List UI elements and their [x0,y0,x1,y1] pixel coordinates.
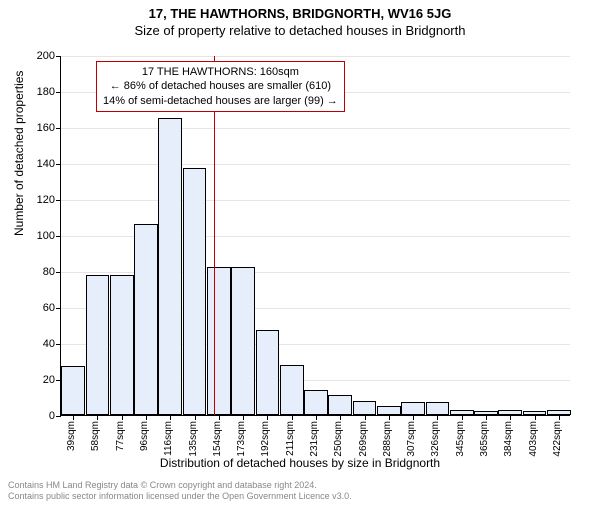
xtick-label: 365sqm [479,421,490,457]
xtick-label: 345sqm [455,421,466,457]
xtick-mark [73,415,74,420]
xtick-mark [340,415,341,420]
ytick-mark [56,344,61,345]
ytick-label: 40 [43,338,55,350]
xtick-mark [195,415,196,420]
histogram-bar [377,406,401,415]
footer-line-2: Contains public sector information licen… [8,491,352,502]
chart-title-main: 17, THE HAWTHORNS, BRIDGNORTH, WV16 5JG [0,6,600,21]
histogram-bar [401,402,425,415]
xtick-mark [365,415,366,420]
ytick-label: 100 [37,230,55,242]
xtick-mark [559,415,560,420]
xtick-label: 326sqm [430,421,441,457]
xtick-label: 269sqm [358,421,369,457]
xtick-label: 192sqm [260,421,271,457]
xtick-mark [146,415,147,420]
gridline-h [61,56,570,57]
histogram-bar [207,267,231,415]
xtick-label: 77sqm [115,421,126,451]
x-axis-label: Distribution of detached houses by size … [0,456,600,470]
xtick-label: 307sqm [406,421,417,457]
xtick-mark [462,415,463,420]
ytick-label: 20 [43,374,55,386]
xtick-label: 403sqm [528,421,539,457]
xtick-label: 116sqm [163,421,174,456]
xtick-label: 288sqm [382,421,393,457]
histogram-bar [353,401,377,415]
chart-title-sub: Size of property relative to detached ho… [0,23,600,38]
xtick-label: 422sqm [552,421,563,457]
gridline-h [61,128,570,129]
info-box: 17 THE HAWTHORNS: 160sqm← 86% of detache… [96,61,345,112]
xtick-mark [437,415,438,420]
info-line-3: 14% of semi-detached houses are larger (… [103,94,338,108]
xtick-mark [267,415,268,420]
info-line-1: 17 THE HAWTHORNS: 160sqm [103,65,338,79]
gridline-h [61,200,570,201]
histogram-bar [134,224,158,415]
histogram-bar [256,330,280,415]
ytick-label: 140 [37,158,55,170]
ytick-mark [56,236,61,237]
ytick-mark [56,92,61,93]
histogram-bar [231,267,255,415]
xtick-label: 135sqm [188,421,199,457]
ytick-label: 120 [37,194,55,206]
xtick-label: 173sqm [236,421,247,457]
ytick-label: 200 [37,50,55,62]
ytick-mark [56,128,61,129]
xtick-mark [170,415,171,420]
xtick-label: 58sqm [90,421,101,451]
histogram-bar [110,275,134,415]
histogram-bar [328,395,352,415]
ytick-mark [56,416,61,417]
footer-attribution: Contains HM Land Registry data © Crown c… [8,480,352,503]
ytick-label: 60 [43,302,55,314]
ytick-mark [56,272,61,273]
xtick-mark [219,415,220,420]
xtick-mark [535,415,536,420]
xtick-mark [122,415,123,420]
xtick-mark [316,415,317,420]
xtick-mark [97,415,98,420]
xtick-label: 96sqm [139,421,150,451]
ytick-label: 0 [49,410,55,422]
histogram-bar [426,402,450,415]
histogram-bar [183,168,207,415]
xtick-mark [510,415,511,420]
xtick-label: 250sqm [333,421,344,457]
histogram-bar [61,366,85,415]
gridline-h [61,164,570,165]
histogram-bar [280,365,304,415]
xtick-mark [413,415,414,420]
info-line-2: ← 86% of detached houses are smaller (61… [103,79,338,93]
xtick-label: 231sqm [309,421,320,457]
ytick-label: 180 [37,86,55,98]
histogram-bar [158,118,182,415]
xtick-label: 39sqm [66,421,77,451]
xtick-mark [389,415,390,420]
ytick-label: 160 [37,122,55,134]
y-axis-label: Number of detached properties [12,71,26,236]
plot-region: 02040608010012014016018020039sqm58sqm77s… [60,56,570,416]
ytick-label: 80 [43,266,55,278]
xtick-label: 154sqm [212,421,223,457]
xtick-label: 384sqm [503,421,514,457]
xtick-mark [486,415,487,420]
ytick-mark [56,56,61,57]
ytick-mark [56,200,61,201]
histogram-bar [86,275,110,415]
footer-line-1: Contains HM Land Registry data © Crown c… [8,480,352,491]
ytick-mark [56,308,61,309]
xtick-label: 211sqm [285,421,296,456]
ytick-mark [56,164,61,165]
xtick-mark [243,415,244,420]
histogram-bar [304,390,328,415]
chart-area: 02040608010012014016018020039sqm58sqm77s… [60,56,570,416]
xtick-mark [292,415,293,420]
